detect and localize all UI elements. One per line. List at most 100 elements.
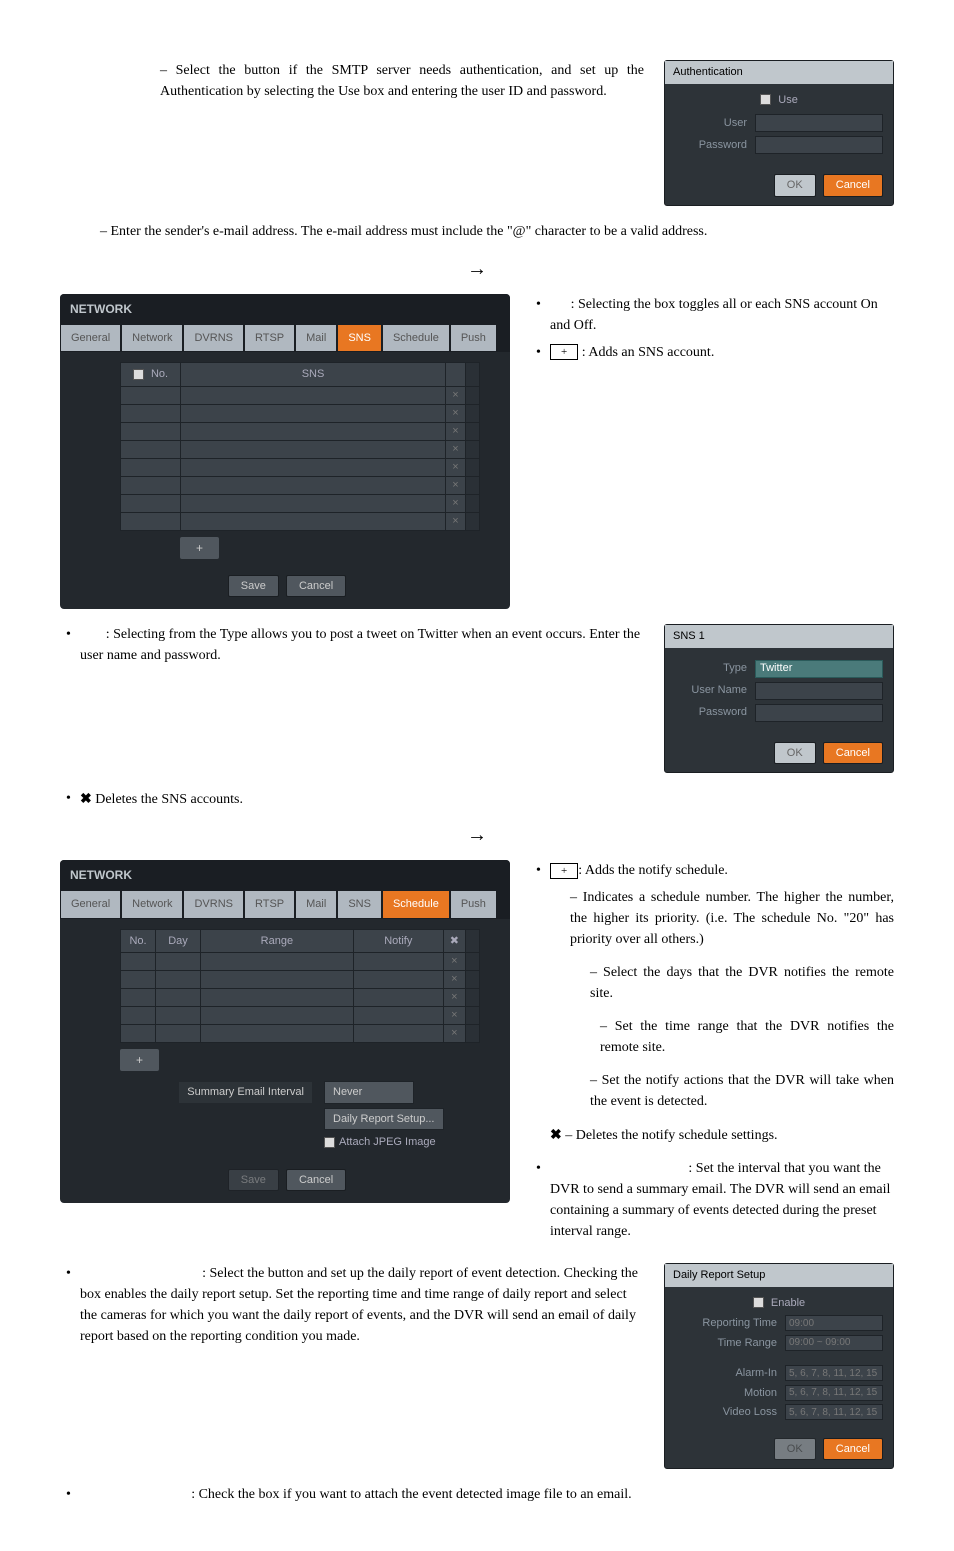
sns1-panel: SNS 1 Type Twitter User Name Password OK…: [664, 624, 894, 773]
type-select[interactable]: Twitter: [755, 660, 883, 678]
motion-input[interactable]: 5, 6, 7, 8, 11, 12, 15: [785, 1385, 883, 1401]
tab-dvrns[interactable]: DVRNS: [183, 324, 244, 353]
ok-button[interactable]: OK: [774, 742, 816, 765]
sns-toggle-text: : Selecting the box toggles all or each …: [550, 297, 878, 333]
daily-report-text: : Select the button and set up the daily…: [80, 1266, 638, 1344]
ok-button[interactable]: OK: [774, 1438, 816, 1461]
user-input[interactable]: [755, 114, 883, 132]
schedule-table: No. Day Range Notify ✖ ×××××: [120, 929, 480, 1044]
time-range-input[interactable]: 09:00 ~ 09:00: [785, 1335, 883, 1351]
tab-dvrns[interactable]: DVRNS: [183, 890, 244, 919]
attach-label: Attach JPEG Image: [339, 1136, 436, 1148]
network-title: NETWORK: [60, 294, 510, 324]
tab-general[interactable]: General: [60, 324, 121, 353]
add-schedule-button[interactable]: +: [120, 1049, 159, 1071]
video-loss-label: Video Loss: [675, 1404, 785, 1421]
username-input[interactable]: [755, 682, 883, 700]
tab-push[interactable]: Push: [450, 890, 497, 919]
password-input[interactable]: [755, 704, 883, 722]
auth-description: – Select the button if the SMTP server n…: [60, 60, 644, 114]
col-day: Day: [156, 929, 201, 953]
col-no: No.: [121, 929, 156, 953]
alarm-in-label: Alarm-In: [675, 1365, 785, 1382]
tab-sns[interactable]: SNS: [337, 324, 382, 353]
user-label: User: [675, 115, 755, 132]
summary-text: : Set the interval that you want the DVR…: [550, 1161, 890, 1239]
sns1-title: SNS 1: [665, 625, 893, 648]
table-row: ×: [121, 512, 480, 530]
network-title: NETWORK: [60, 860, 510, 890]
tab-rtsp[interactable]: RTSP: [244, 324, 295, 353]
daily-report-button[interactable]: Daily Report Setup...: [324, 1108, 444, 1131]
cancel-button[interactable]: Cancel: [286, 1169, 346, 1192]
password-label: Password: [675, 704, 755, 721]
auth-panel-title: Authentication: [665, 61, 893, 84]
network-tabs: GeneralNetworkDVRNSRTSPMailSNSSchedulePu…: [60, 890, 510, 919]
tab-schedule[interactable]: Schedule: [382, 324, 450, 353]
tab-general[interactable]: General: [60, 890, 121, 919]
tab-push[interactable]: Push: [450, 324, 497, 353]
password-input[interactable]: [755, 136, 883, 154]
username-label: User Name: [675, 682, 755, 699]
summary-bullet: Summary Email Interval: Set the interval…: [530, 1158, 894, 1242]
plus-icon: +: [550, 344, 578, 360]
no-checkbox[interactable]: [133, 369, 144, 380]
rep-time-label: Reporting Time: [675, 1315, 785, 1332]
add-sns-button[interactable]: +: [180, 537, 219, 559]
save-button[interactable]: Save: [228, 1169, 279, 1192]
daily-report-panel: Daily Report Setup Enable Reporting Time…: [664, 1263, 894, 1469]
tab-sns[interactable]: SNS: [337, 890, 382, 919]
enable-label: Enable: [771, 1297, 805, 1309]
x-header: ✖: [443, 929, 465, 953]
col-notify: Notify: [353, 929, 443, 953]
sched-delete-text: – Deletes the notify schedule settings.: [565, 1128, 777, 1143]
sns-type-text: : Selecting from the Type allows you to …: [80, 627, 640, 663]
sns-add-bullet: + : Adds an SNS account.: [530, 342, 894, 363]
use-checkbox[interactable]: [760, 94, 771, 105]
attach-checkbox[interactable]: [324, 1137, 335, 1148]
table-row: ×: [121, 476, 480, 494]
table-row: ×: [121, 494, 480, 512]
add-notify-bullet: +: Adds the notify schedule.: [530, 860, 894, 881]
video-loss-input[interactable]: 5, 6, 7, 8, 11, 12, 15: [785, 1404, 883, 1420]
col-sns: SNS: [181, 363, 446, 387]
cancel-button[interactable]: Cancel: [823, 1438, 883, 1461]
attach-jpeg-text: : Check the box if you want to attach th…: [191, 1487, 631, 1502]
enable-checkbox[interactable]: [753, 1297, 764, 1308]
sched-notify: – Set the notify actions that the DVR wi…: [530, 1070, 894, 1112]
save-button[interactable]: Save: [228, 575, 279, 598]
rep-time-input[interactable]: 09:00: [785, 1315, 883, 1331]
x-icon: ✖: [80, 790, 92, 806]
sns-delete-bullet: ✖ Deletes the SNS accounts.: [60, 788, 894, 810]
tab-schedule[interactable]: Schedule: [382, 890, 450, 919]
tab-network[interactable]: Network: [121, 324, 183, 353]
network-tabs: GeneralNetworkDVRNSRTSPMailSNSSchedulePu…: [60, 324, 510, 353]
table-row: ×: [121, 1025, 480, 1043]
table-row: ×: [121, 953, 480, 971]
use-label: Use: [778, 94, 798, 106]
summary-label: Summary Email Interval: [179, 1082, 312, 1103]
x-icon: ✖: [550, 1126, 562, 1142]
tab-rtsp[interactable]: RTSP: [244, 890, 295, 919]
arrow-icon: →: [60, 820, 894, 850]
alarm-in-input[interactable]: 5, 6, 7, 8, 11, 12, 15: [785, 1365, 883, 1381]
cancel-button[interactable]: Cancel: [823, 742, 883, 765]
attach-jpeg-bullet: Attach JPEG Image: Check the box if you …: [60, 1484, 894, 1505]
tab-network[interactable]: Network: [121, 890, 183, 919]
tab-mail[interactable]: Mail: [295, 324, 337, 353]
table-row: ×: [121, 422, 480, 440]
network-sns-panel: NETWORK GeneralNetworkDVRNSRTSPMailSNSSc…: [60, 294, 510, 610]
sched-desc: – Indicates a schedule number. The highe…: [530, 887, 894, 950]
ok-button[interactable]: OK: [774, 174, 816, 197]
type-label: Type: [675, 660, 755, 677]
col-range: Range: [201, 929, 354, 953]
daily-report-bullet: Daily Report Setup…: Select the button a…: [60, 1263, 644, 1347]
sns-type-bullet: SNS: Selecting from the Type allows you …: [60, 624, 644, 666]
cancel-button[interactable]: Cancel: [286, 575, 346, 598]
summary-interval-select[interactable]: Never: [324, 1081, 414, 1104]
table-row: ×: [121, 458, 480, 476]
table-row: ×: [121, 971, 480, 989]
cancel-button[interactable]: Cancel: [823, 174, 883, 197]
tab-mail[interactable]: Mail: [295, 890, 337, 919]
table-row: ×: [121, 989, 480, 1007]
